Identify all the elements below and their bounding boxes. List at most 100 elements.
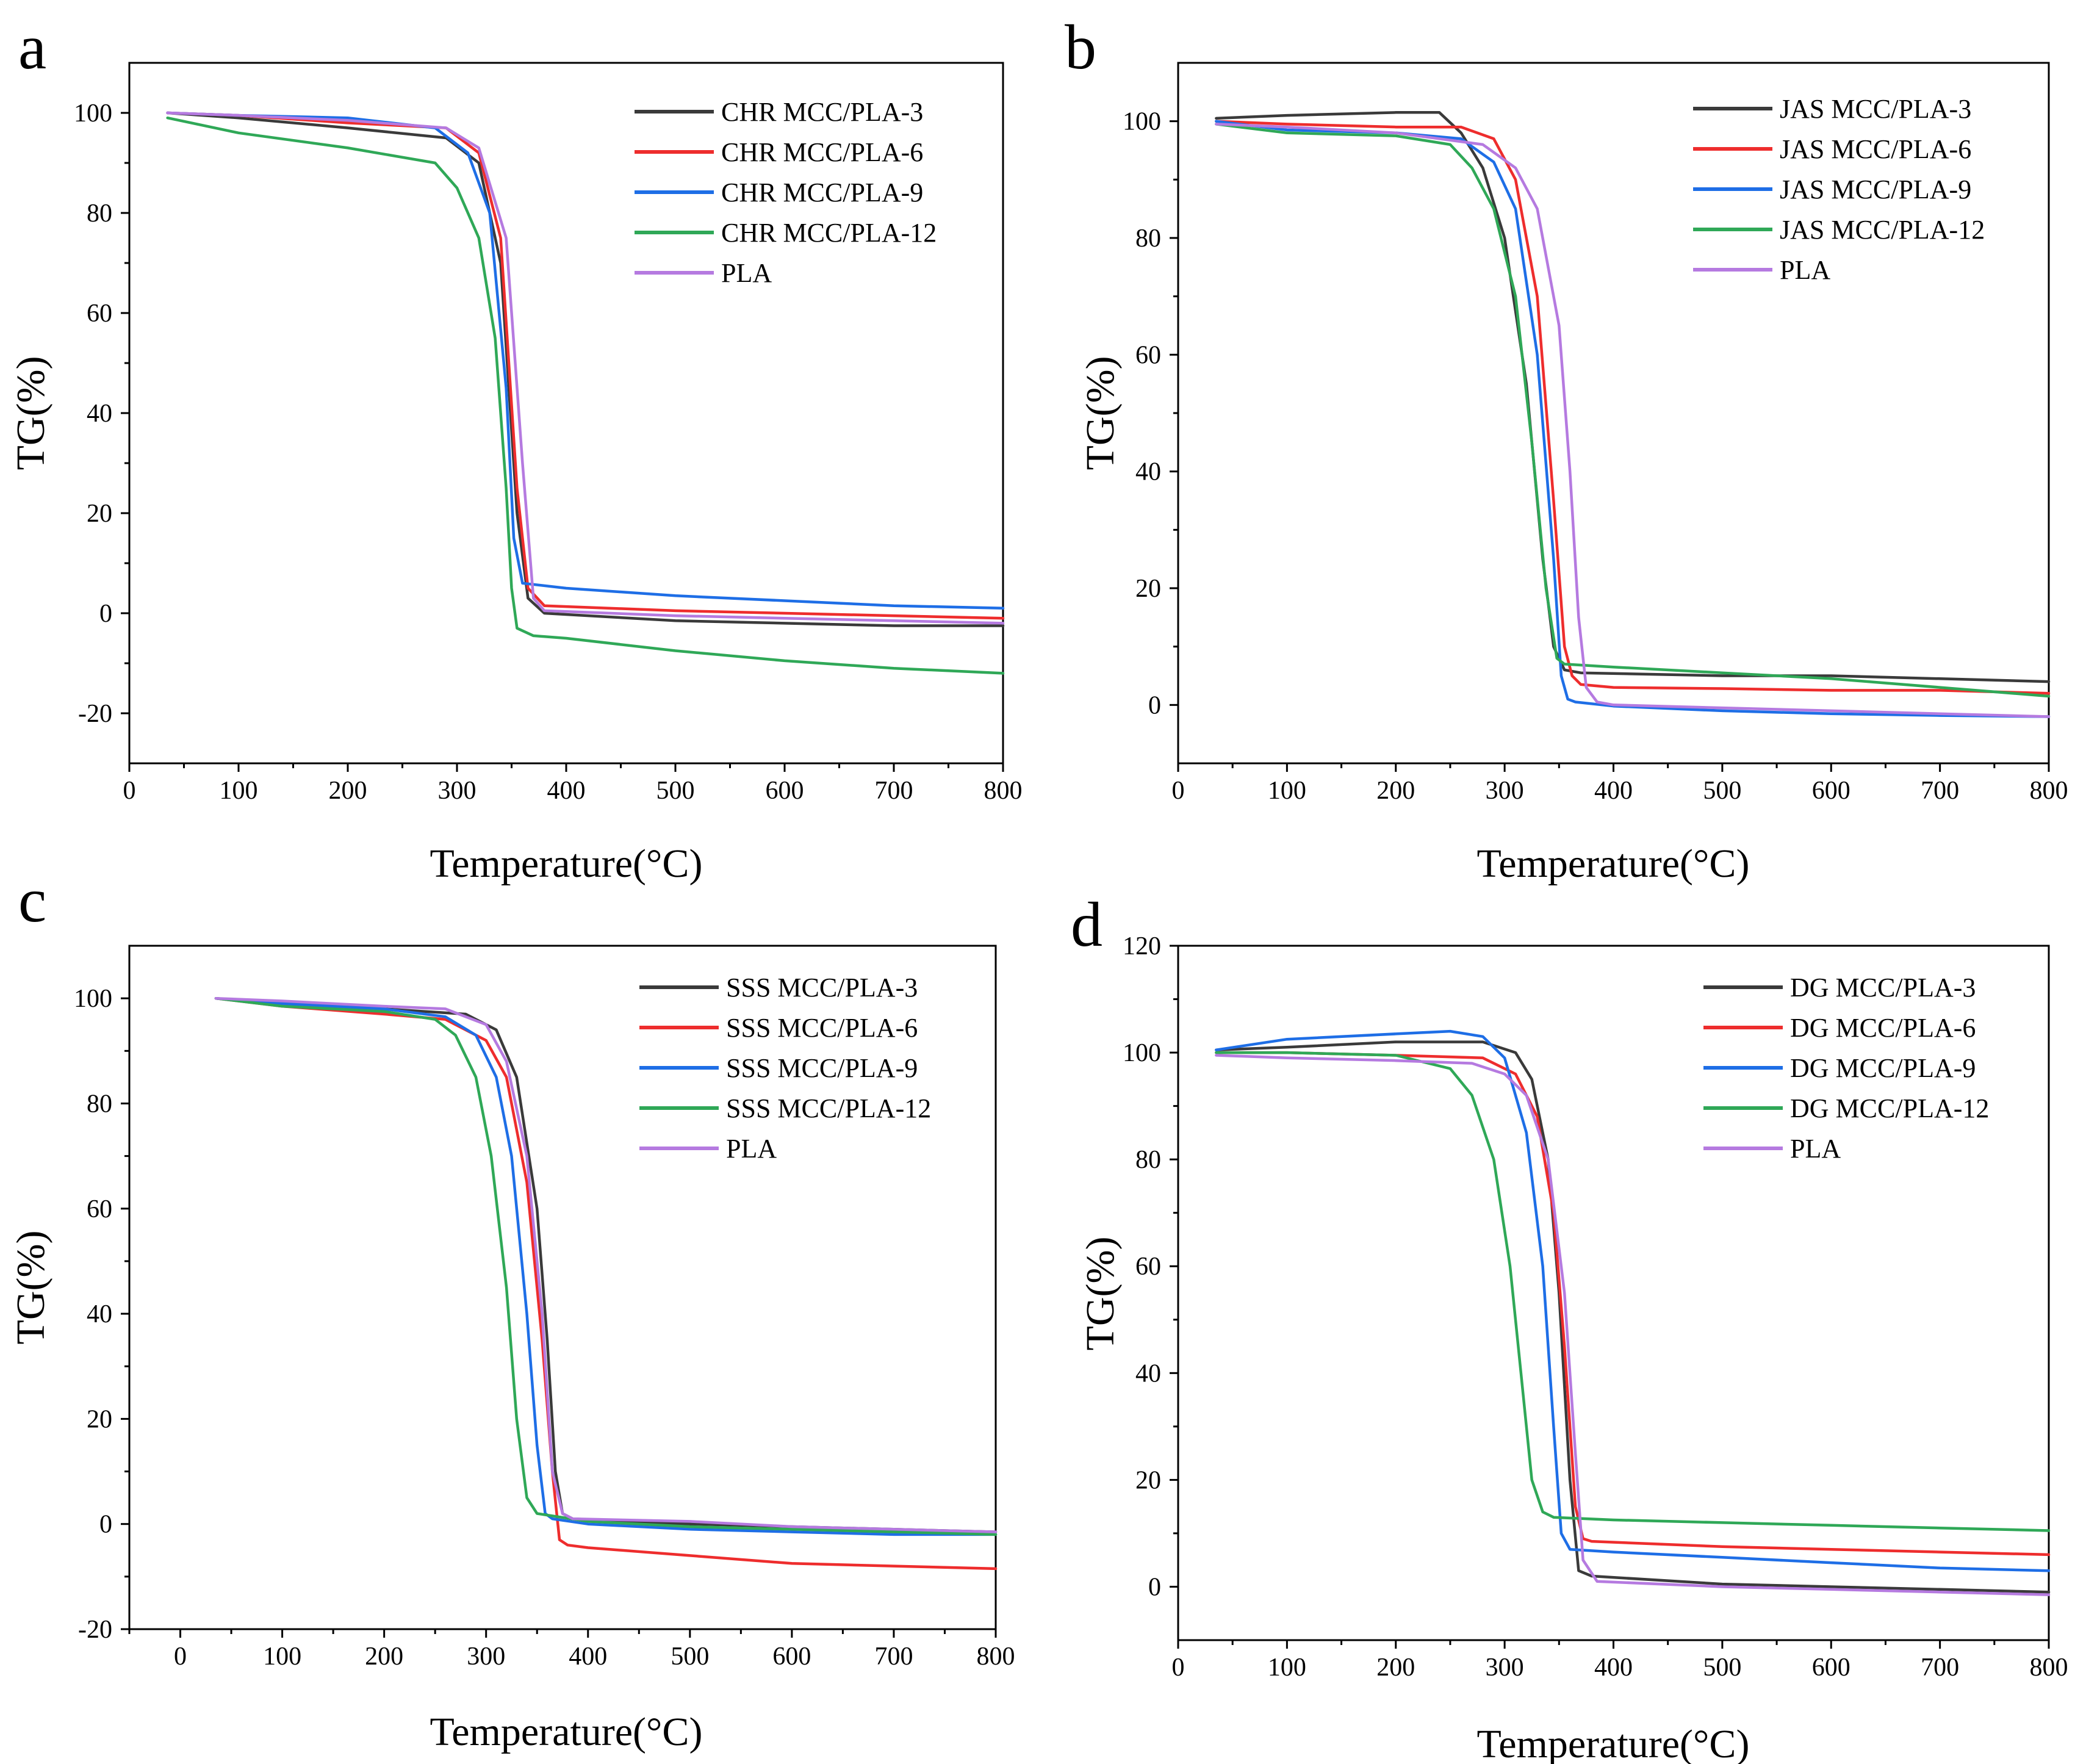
legend-label: CHR MCC/PLA-3 [721, 97, 923, 127]
x-tick-label: 800 [984, 777, 1023, 805]
x-tick-label: 100 [263, 1643, 301, 1671]
x-tick-label: 400 [1594, 777, 1633, 805]
x-tick-label: 500 [1703, 1654, 1741, 1682]
legend-label: CHR MCC/PLA-6 [721, 137, 923, 167]
plot-frame [128, 62, 1004, 765]
y-tick-label: 20 [87, 500, 112, 528]
y-tick-label: 60 [87, 300, 112, 328]
series-line-sss-mcc-pla-6 [214, 996, 998, 1571]
series-line-pla [1215, 123, 2051, 718]
x-tick-label: 800 [2030, 1654, 2068, 1682]
panel-label: b [1065, 12, 1096, 82]
x-tick-label: 200 [1376, 777, 1415, 805]
panel-d: 0 100 200 300 400 500 600 700 800 0 20 40 60 80 100 120… [1071, 890, 2068, 1764]
legend-label: SSS MCC/PLA-12 [726, 1093, 931, 1123]
legend-label: PLA [721, 258, 772, 288]
x-axis-label: Temperature(°C) [1477, 841, 1750, 886]
legend-label: DG MCC/PLA-3 [1790, 973, 1976, 1003]
x-tick-label: 400 [569, 1643, 607, 1671]
series-line-sss-mcc-pla-12 [214, 996, 998, 1536]
legend-label: JAS MCC/PLA-9 [1780, 175, 1971, 204]
legend-label: PLA [726, 1134, 777, 1164]
series-line-dg-mcc-pla-9 [1215, 1029, 2051, 1572]
legend-label: DG MCC/PLA-6 [1790, 1013, 1976, 1043]
series-line-dg-mcc-pla-3 [1215, 1040, 2051, 1594]
legend-label: CHR MCC/PLA-9 [721, 178, 923, 207]
y-tick-label: 60 [1135, 341, 1161, 369]
y-tick-label: 80 [1135, 225, 1161, 253]
y-tick-label: 60 [1135, 1253, 1161, 1281]
series-line-chr-mcc-pla-3 [166, 111, 1005, 627]
panel-label: d [1071, 890, 1102, 960]
x-tick-label: 0 [1172, 1654, 1185, 1682]
x-tick-label: 700 [1921, 777, 1959, 805]
panel-label: c [18, 865, 46, 935]
x-tick-label: 400 [547, 777, 586, 805]
legend-label: SSS MCC/PLA-3 [726, 973, 918, 1003]
series-line-jas-mcc-pla-6 [1215, 120, 2051, 695]
y-tick-label: 20 [1135, 575, 1161, 603]
y-axis-label: TG(%) [1078, 1237, 1123, 1351]
series-line-chr-mcc-pla-6 [166, 111, 1005, 620]
x-tick-label: 600 [766, 777, 804, 805]
series-line-chr-mcc-pla-12 [166, 116, 1005, 675]
x-tick-label: 200 [365, 1643, 403, 1671]
y-tick-label: 20 [87, 1405, 112, 1433]
series-line-jas-mcc-pla-12 [1215, 123, 2051, 698]
legend-label: JAS MCC/PLA-12 [1780, 215, 1985, 245]
x-tick-label: 800 [977, 1643, 1015, 1671]
x-tick-label: 100 [1268, 1654, 1306, 1682]
series-line-dg-mcc-pla-12 [1215, 1051, 2051, 1532]
y-tick-label: -20 [78, 700, 112, 728]
y-tick-label: 100 [1123, 108, 1161, 136]
x-tick-label: 0 [1172, 777, 1185, 805]
x-tick-label: 500 [656, 777, 695, 805]
y-tick-label: 80 [87, 1090, 112, 1118]
y-tick-label: 40 [1135, 458, 1161, 486]
x-axis-label: Temperature(°C) [430, 841, 703, 886]
x-tick-label: 800 [2030, 777, 2068, 805]
y-axis-label: TG(%) [9, 1231, 53, 1345]
x-tick-label: 400 [1594, 1654, 1633, 1682]
x-tick-label: 600 [1812, 1654, 1850, 1682]
x-tick-label: 200 [329, 777, 367, 805]
x-axis-label: Temperature(°C) [1477, 1722, 1750, 1764]
y-tick-label: 0 [99, 1511, 112, 1539]
y-tick-label: 80 [1135, 1146, 1161, 1174]
y-tick-label: 60 [87, 1195, 112, 1223]
series-line-jas-mcc-pla-9 [1215, 120, 2051, 718]
x-tick-label: 300 [1486, 1654, 1524, 1682]
y-tick-label: 0 [1148, 1573, 1161, 1601]
x-tick-label: 100 [1268, 777, 1306, 805]
x-tick-label: 600 [1812, 777, 1850, 805]
plot-frame [1177, 945, 2050, 1641]
x-tick-label: 300 [1486, 777, 1524, 805]
x-tick-label: 700 [1921, 1654, 1959, 1682]
x-tick-label: 700 [874, 1643, 913, 1671]
series-line-pla [1215, 1054, 2051, 1596]
x-axis-label: Temperature(°C) [430, 1710, 703, 1754]
series-line-pla [166, 111, 1005, 625]
y-tick-label: -20 [78, 1616, 112, 1644]
legend-label: SSS MCC/PLA-9 [726, 1053, 918, 1083]
legend-label: PLA [1780, 255, 1830, 285]
legend-label: PLA [1790, 1134, 1841, 1164]
panel-c: 0 100 200 300 400 500 600 700 800 -20 0 20 40 60 80 100… [9, 865, 1015, 1754]
plot-frame [1177, 62, 2050, 765]
y-tick-label: 0 [99, 600, 112, 628]
x-tick-label: 0 [123, 777, 136, 805]
y-tick-label: 80 [87, 200, 112, 228]
x-tick-label: 0 [174, 1643, 187, 1671]
plot-frame [128, 945, 997, 1630]
series-line-pla [214, 996, 998, 1533]
x-tick-label: 300 [438, 777, 477, 805]
x-tick-label: 500 [1703, 777, 1741, 805]
x-tick-label: 300 [467, 1643, 505, 1671]
x-tick-label: 700 [875, 777, 913, 805]
y-tick-label: 40 [87, 1300, 112, 1328]
y-axis-label: TG(%) [1078, 356, 1123, 470]
panel-b: 0 100 200 300 400 500 600 700 800 0 20 40 60 80 100 Tem… [1065, 12, 2068, 886]
legend-label: DG MCC/PLA-9 [1790, 1053, 1976, 1083]
legend-label: CHR MCC/PLA-12 [721, 218, 937, 248]
